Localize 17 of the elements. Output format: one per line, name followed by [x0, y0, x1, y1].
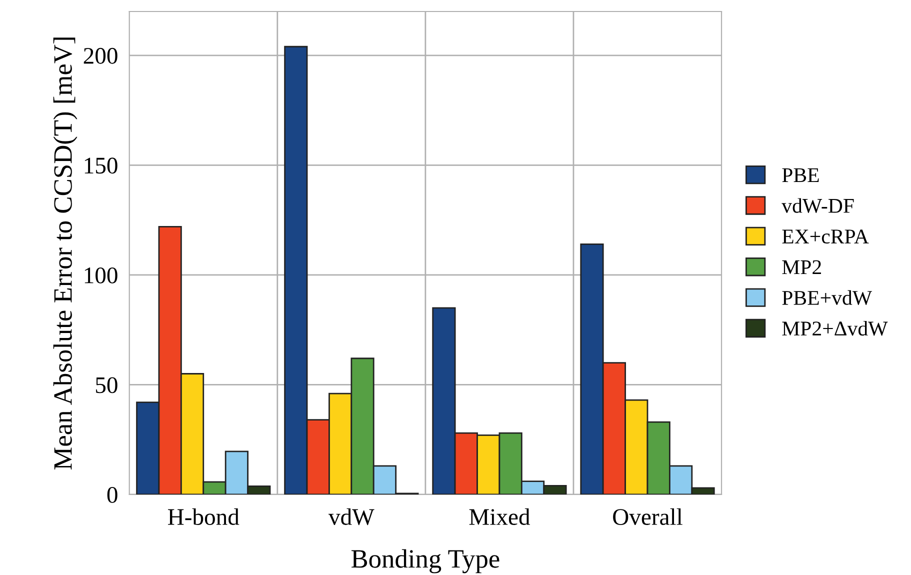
y-tick-label: 100: [84, 267, 118, 284]
x-tick-label: vdW: [328, 508, 374, 526]
x-tick-label: Mixed: [469, 508, 530, 526]
legend-label: PBE: [782, 168, 819, 182]
legend-label: MP2+ΔvdW: [782, 320, 888, 336]
x-tick-label: H-bond: [168, 508, 240, 526]
legend-label: PBE+vdW: [782, 290, 872, 306]
legend-label: vdW-DF: [782, 198, 854, 213]
legend-label: MP2: [782, 260, 821, 274]
y-tick-label: 150: [84, 158, 118, 174]
x-axis-title: Bonding Type: [351, 549, 500, 574]
y-tick-label: 0: [107, 486, 118, 503]
x-tick-label: Overall: [613, 508, 682, 526]
legend-label: EX+cRPA: [782, 230, 869, 244]
y-tick-label: 200: [84, 48, 118, 64]
y-tick-label: 50: [96, 377, 118, 394]
y-axis-title: Mean Absolute Error to CCSD(T) [meV]: [53, 38, 78, 470]
